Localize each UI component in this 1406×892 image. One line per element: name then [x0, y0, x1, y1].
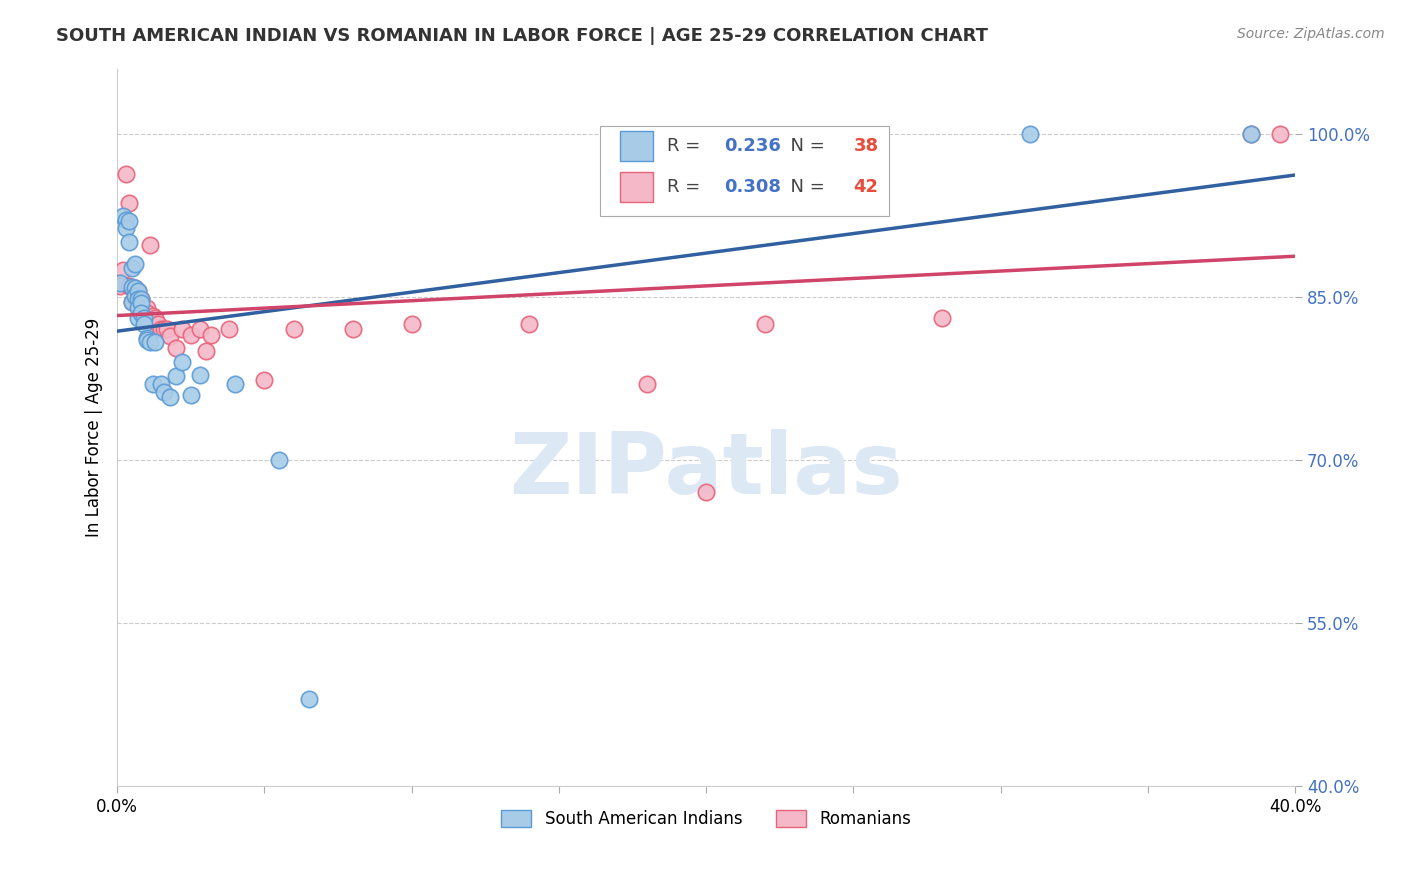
- Point: [135, 306, 157, 320]
- Point: [132, 302, 155, 317]
- Point: [253, 373, 276, 387]
- Point: [170, 322, 193, 336]
- Bar: [620, 131, 654, 161]
- Text: 42: 42: [853, 178, 879, 196]
- Text: Source: ZipAtlas.com: Source: ZipAtlas.com: [1237, 27, 1385, 41]
- Point: [112, 210, 135, 224]
- Point: [165, 369, 187, 384]
- Point: [115, 212, 138, 227]
- Text: 0.308: 0.308: [724, 178, 780, 196]
- Point: [194, 344, 217, 359]
- Point: [124, 281, 146, 295]
- Point: [1270, 127, 1292, 141]
- Point: [931, 311, 953, 326]
- Point: [124, 292, 146, 306]
- Point: [159, 390, 181, 404]
- Point: [129, 292, 152, 306]
- Text: 0.236: 0.236: [724, 136, 780, 155]
- Text: R =: R =: [668, 178, 706, 196]
- Point: [129, 292, 152, 306]
- Point: [127, 295, 149, 310]
- Text: R =: R =: [668, 136, 706, 155]
- Text: 38: 38: [853, 136, 879, 155]
- Point: [1240, 127, 1263, 141]
- Point: [224, 376, 246, 391]
- Legend: South American Indians, Romanians: South American Indians, Romanians: [495, 804, 918, 835]
- Point: [108, 278, 131, 293]
- Text: N =: N =: [779, 136, 831, 155]
- Point: [695, 485, 717, 500]
- Point: [165, 341, 187, 355]
- Point: [283, 322, 305, 336]
- Point: [115, 221, 138, 235]
- Point: [218, 322, 240, 336]
- Point: [127, 311, 149, 326]
- Point: [170, 355, 193, 369]
- Text: N =: N =: [779, 178, 831, 196]
- Point: [159, 329, 181, 343]
- Point: [121, 295, 143, 310]
- Point: [135, 331, 157, 345]
- Point: [156, 322, 179, 336]
- Point: [1019, 127, 1042, 141]
- Point: [121, 281, 143, 295]
- Point: [135, 333, 157, 347]
- Point: [342, 322, 364, 336]
- Point: [124, 257, 146, 271]
- Bar: [620, 172, 654, 202]
- Point: [124, 288, 146, 302]
- Point: [121, 261, 143, 276]
- Point: [118, 213, 141, 227]
- Point: [519, 317, 541, 331]
- Point: [118, 278, 141, 293]
- Y-axis label: In Labor Force | Age 25-29: In Labor Force | Age 25-29: [86, 318, 103, 537]
- Point: [188, 322, 211, 336]
- Point: [138, 237, 160, 252]
- Point: [132, 311, 155, 326]
- Point: [153, 322, 176, 336]
- Text: ZIPatlas: ZIPatlas: [509, 429, 903, 512]
- Point: [145, 311, 167, 326]
- Point: [129, 301, 152, 315]
- Point: [129, 306, 152, 320]
- Point: [150, 322, 173, 336]
- Point: [127, 285, 149, 299]
- Point: [127, 301, 149, 315]
- Point: [1240, 127, 1263, 141]
- Point: [150, 376, 173, 391]
- Point: [180, 327, 202, 342]
- Point: [200, 327, 222, 342]
- Point: [188, 368, 211, 382]
- Point: [269, 452, 291, 467]
- Point: [297, 691, 319, 706]
- FancyBboxPatch shape: [600, 126, 889, 216]
- Point: [754, 317, 776, 331]
- Point: [180, 387, 202, 401]
- Point: [112, 262, 135, 277]
- Point: [401, 317, 423, 331]
- Point: [153, 385, 176, 400]
- Point: [121, 295, 143, 310]
- Point: [132, 317, 155, 331]
- Point: [138, 335, 160, 350]
- Point: [129, 296, 152, 310]
- Point: [121, 280, 143, 294]
- Point: [141, 310, 163, 324]
- Point: [636, 376, 658, 391]
- Point: [124, 281, 146, 295]
- Point: [135, 301, 157, 315]
- Text: SOUTH AMERICAN INDIAN VS ROMANIAN IN LABOR FORCE | AGE 25-29 CORRELATION CHART: SOUTH AMERICAN INDIAN VS ROMANIAN IN LAB…: [56, 27, 988, 45]
- Point: [148, 317, 170, 331]
- Point: [141, 376, 163, 391]
- Point: [118, 235, 141, 250]
- Point: [127, 285, 149, 299]
- Point: [115, 167, 138, 181]
- Point: [127, 292, 149, 306]
- Point: [108, 276, 131, 290]
- Point: [118, 196, 141, 211]
- Point: [145, 335, 167, 350]
